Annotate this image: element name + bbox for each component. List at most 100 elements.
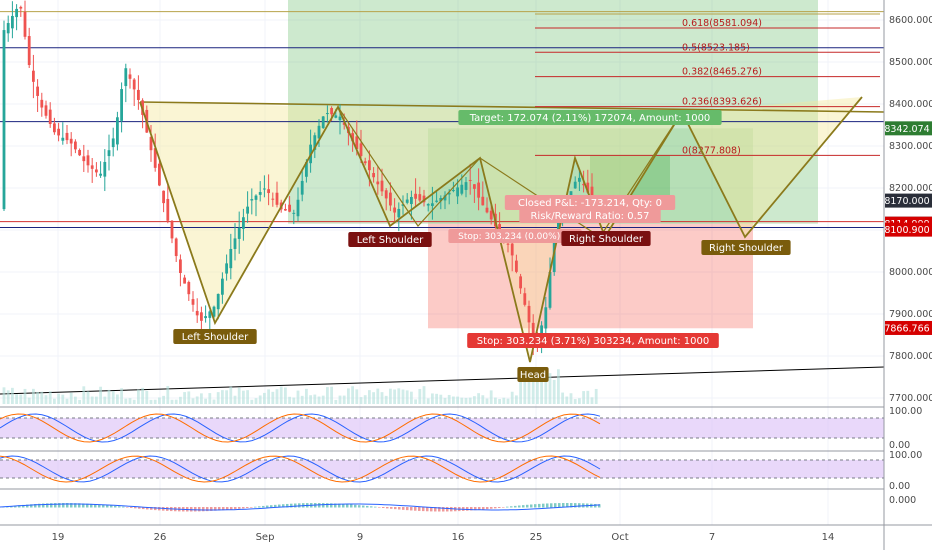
time-tick-label: 26 [154, 532, 167, 543]
candle-body [288, 204, 291, 212]
time-tick-label: 9 [357, 532, 363, 543]
volume-bar [397, 388, 401, 404]
candle-body [44, 105, 48, 116]
macd-bar [574, 503, 577, 508]
volume-bar [300, 395, 304, 404]
macd-bar [534, 504, 537, 508]
volume-bar [23, 388, 27, 404]
candle-body [32, 70, 35, 82]
volume-bar [258, 395, 262, 404]
candle-body [208, 311, 212, 318]
oscillator-line [0, 413, 601, 443]
volume-bar [447, 394, 451, 404]
pattern-label-bg [173, 329, 257, 344]
macd-bar [342, 503, 345, 508]
candle-body [53, 123, 56, 133]
volume-bar [557, 369, 560, 404]
macd-bar [390, 507, 393, 509]
price-tag: 7866.766 [884, 323, 929, 334]
volume-bar [111, 391, 115, 404]
volume-bar [565, 396, 569, 404]
candle-body [61, 137, 65, 141]
macd-bar [514, 505, 517, 508]
volume-bar [221, 390, 224, 404]
hs-pattern-line [139, 96, 863, 363]
volume-bar [275, 389, 279, 404]
candle-body [111, 138, 115, 148]
price-tick-label: 8600.000 [889, 15, 932, 26]
oscillator-line [0, 455, 601, 483]
macd-bar [134, 507, 137, 509]
stop-label-bg [467, 333, 719, 348]
volume-bar [368, 390, 371, 404]
pattern-label: Right Shoulder [569, 234, 644, 245]
volume-bar [464, 397, 468, 404]
volume-bar [212, 399, 216, 404]
fib-label: 0.236(8393.626) [682, 97, 762, 108]
volume-bar [65, 398, 69, 404]
macd-bar [482, 507, 485, 510]
macd-bar [326, 503, 329, 508]
volume-bar [582, 391, 585, 404]
volume-bar [99, 386, 102, 404]
candle-body [460, 184, 464, 194]
volume-bar [351, 386, 354, 404]
volume-bar [250, 399, 254, 404]
volume-bar [107, 389, 111, 404]
volume-bar [515, 395, 518, 404]
price-tag-bg [885, 320, 932, 335]
oscillator-line [0, 413, 601, 443]
macd-bar [562, 503, 565, 508]
macd-bar [86, 503, 89, 508]
macd-bar [478, 507, 481, 510]
candle-body [300, 180, 304, 195]
volume-bar [544, 374, 548, 404]
volume-bar [506, 398, 510, 404]
candle-body [447, 192, 451, 195]
candle-body [590, 186, 594, 199]
macd-bar [110, 505, 113, 508]
volume-bar [326, 387, 329, 404]
macd-bar [530, 504, 533, 508]
candle-body [527, 305, 531, 323]
pattern-label-bg [517, 367, 549, 382]
candle-body [317, 125, 321, 139]
volume-bar [548, 373, 552, 404]
price-tag: 8100.900 [884, 225, 929, 236]
volume-bar [103, 396, 107, 404]
volume-bar [254, 398, 258, 404]
candle-body [334, 115, 338, 118]
price-tag: 8342.074 [884, 124, 929, 135]
volume-bar [380, 392, 384, 404]
candle-body [376, 181, 380, 185]
volume-bar [418, 388, 422, 404]
candle-body [40, 99, 44, 108]
candle-body [254, 195, 258, 200]
macd-bar [218, 507, 221, 511]
macd-bar [594, 503, 597, 508]
volume-bar [552, 379, 556, 404]
volume-bar [338, 395, 342, 404]
volume-bar [401, 389, 405, 404]
volume-bar [527, 373, 531, 404]
volume-bar [456, 396, 459, 404]
macd-bar [106, 505, 109, 508]
price-tag-bg [885, 222, 932, 237]
volume-bar [359, 397, 363, 404]
candle-body [212, 306, 216, 317]
macd-bar [10, 506, 13, 508]
price-tick-label: 7900.000 [889, 309, 932, 320]
volume-bar [69, 392, 73, 404]
candle-body [531, 322, 535, 341]
macd-bar [138, 507, 141, 509]
candle-body [330, 108, 333, 115]
candle-body [263, 188, 266, 190]
volume-bar [174, 399, 178, 404]
volume-bar [473, 396, 476, 404]
volume-bar [158, 397, 161, 404]
macd-bar [238, 507, 241, 509]
macd-bar [214, 507, 217, 511]
macd-bar [446, 507, 449, 512]
macd-bar [18, 505, 21, 508]
